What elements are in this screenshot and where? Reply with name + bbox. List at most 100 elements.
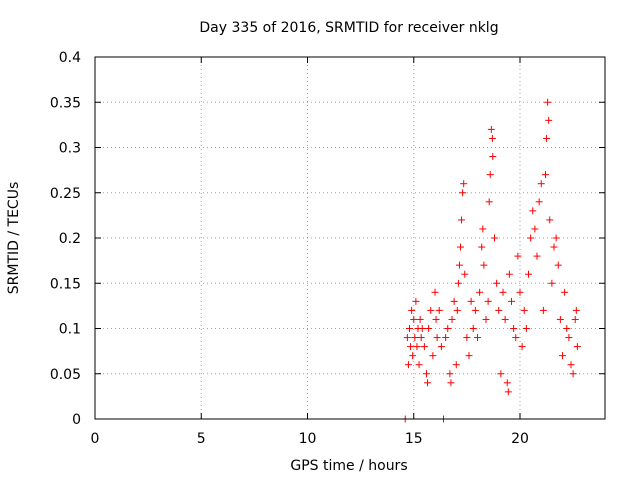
data-point bbox=[542, 171, 549, 179]
y-tick-label: 0.4 bbox=[59, 50, 81, 66]
data-point bbox=[491, 234, 498, 242]
data-point bbox=[537, 180, 545, 188]
chart-title: Day 335 of 2016, SRMTID for receiver nkl… bbox=[199, 20, 498, 36]
y-axis-label: SRMTID / TECUs bbox=[6, 182, 22, 295]
data-point bbox=[454, 279, 462, 287]
data-point bbox=[514, 252, 522, 260]
y-tick-label: 0.15 bbox=[50, 276, 81, 292]
data-point bbox=[550, 243, 558, 251]
data-point bbox=[573, 343, 581, 351]
data-point bbox=[425, 325, 433, 332]
y-tick-label: 0.1 bbox=[59, 322, 81, 338]
data-point bbox=[433, 334, 441, 342]
data-point bbox=[563, 325, 571, 332]
data-point bbox=[478, 243, 486, 251]
data-point bbox=[505, 270, 513, 278]
data-point bbox=[544, 98, 552, 106]
data-point bbox=[508, 297, 515, 305]
data-point bbox=[460, 180, 468, 188]
data-point bbox=[463, 334, 471, 342]
data-point bbox=[487, 125, 495, 133]
data-point bbox=[417, 334, 425, 342]
x-tick-label: 10 bbox=[299, 431, 317, 447]
data-point bbox=[495, 306, 503, 314]
data-point bbox=[533, 252, 541, 260]
data-point bbox=[497, 370, 505, 378]
data-point bbox=[409, 352, 417, 360]
data-point bbox=[448, 315, 456, 323]
data-point bbox=[458, 216, 466, 224]
data-point bbox=[489, 153, 497, 161]
x-tick-label: 20 bbox=[511, 431, 529, 447]
data-point bbox=[408, 306, 416, 314]
data-point bbox=[476, 288, 484, 296]
tick-marks bbox=[94, 56, 605, 420]
data-point bbox=[474, 334, 481, 342]
data-point bbox=[529, 207, 537, 215]
data-point bbox=[416, 315, 424, 323]
data-point bbox=[535, 198, 543, 206]
data-point bbox=[413, 343, 421, 351]
data-point bbox=[485, 198, 493, 206]
grid-lines bbox=[95, 57, 605, 419]
data-point bbox=[503, 379, 511, 387]
data-point bbox=[493, 279, 501, 287]
data-point bbox=[501, 315, 509, 323]
data-point bbox=[567, 361, 575, 369]
data-point bbox=[480, 261, 488, 269]
data-point bbox=[471, 306, 479, 314]
data-point bbox=[435, 306, 443, 314]
data-point bbox=[423, 370, 430, 378]
data-point bbox=[418, 325, 426, 332]
data-point bbox=[437, 343, 445, 351]
data-point bbox=[403, 334, 411, 342]
x-axis-label: GPS time / hours bbox=[290, 458, 407, 474]
data-point bbox=[545, 116, 553, 124]
data-point bbox=[527, 234, 535, 242]
data-point bbox=[424, 379, 432, 387]
data-point bbox=[453, 306, 461, 314]
tick-labels: 0 0.05 0.1 0.15 0.2 0.25 0.3 0.35 0.4 0 5 10 15 20 bbox=[50, 50, 529, 447]
data-point bbox=[420, 343, 428, 351]
data-point bbox=[410, 315, 418, 323]
data-point bbox=[561, 288, 569, 296]
data-point bbox=[525, 270, 532, 278]
data-point bbox=[457, 243, 464, 251]
data-point bbox=[467, 297, 475, 305]
data-point bbox=[543, 134, 551, 142]
data-point bbox=[407, 343, 415, 351]
data-point bbox=[531, 225, 539, 233]
y-tick-label: 0.2 bbox=[59, 231, 81, 247]
data-point bbox=[569, 370, 577, 378]
data-point bbox=[444, 325, 452, 332]
data-point bbox=[479, 225, 487, 233]
y-tick-label: 0 bbox=[72, 412, 81, 428]
data-point bbox=[431, 288, 439, 296]
y-tick-label: 0.3 bbox=[59, 141, 81, 157]
x-tick-label: 0 bbox=[91, 431, 100, 447]
x-tick-label: 5 bbox=[197, 431, 206, 447]
data-point bbox=[510, 325, 518, 332]
data-point bbox=[499, 288, 507, 296]
data-points bbox=[401, 98, 581, 423]
data-point bbox=[469, 325, 477, 332]
data-point bbox=[559, 352, 566, 360]
data-point bbox=[512, 334, 520, 342]
data-point bbox=[522, 325, 530, 332]
data-point bbox=[565, 334, 573, 342]
data-point bbox=[465, 352, 473, 360]
data-point bbox=[427, 306, 435, 314]
data-point bbox=[488, 134, 496, 142]
data-point bbox=[442, 334, 450, 342]
data-point bbox=[432, 315, 440, 323]
data-point bbox=[455, 261, 463, 269]
data-point bbox=[546, 216, 554, 224]
data-point bbox=[482, 315, 490, 323]
data-point bbox=[429, 352, 437, 360]
data-point bbox=[572, 306, 580, 314]
y-tick-label: 0.25 bbox=[50, 186, 81, 202]
x-tick-label: 15 bbox=[405, 431, 423, 447]
y-tick-label: 0.35 bbox=[50, 95, 81, 111]
data-point bbox=[404, 361, 412, 369]
